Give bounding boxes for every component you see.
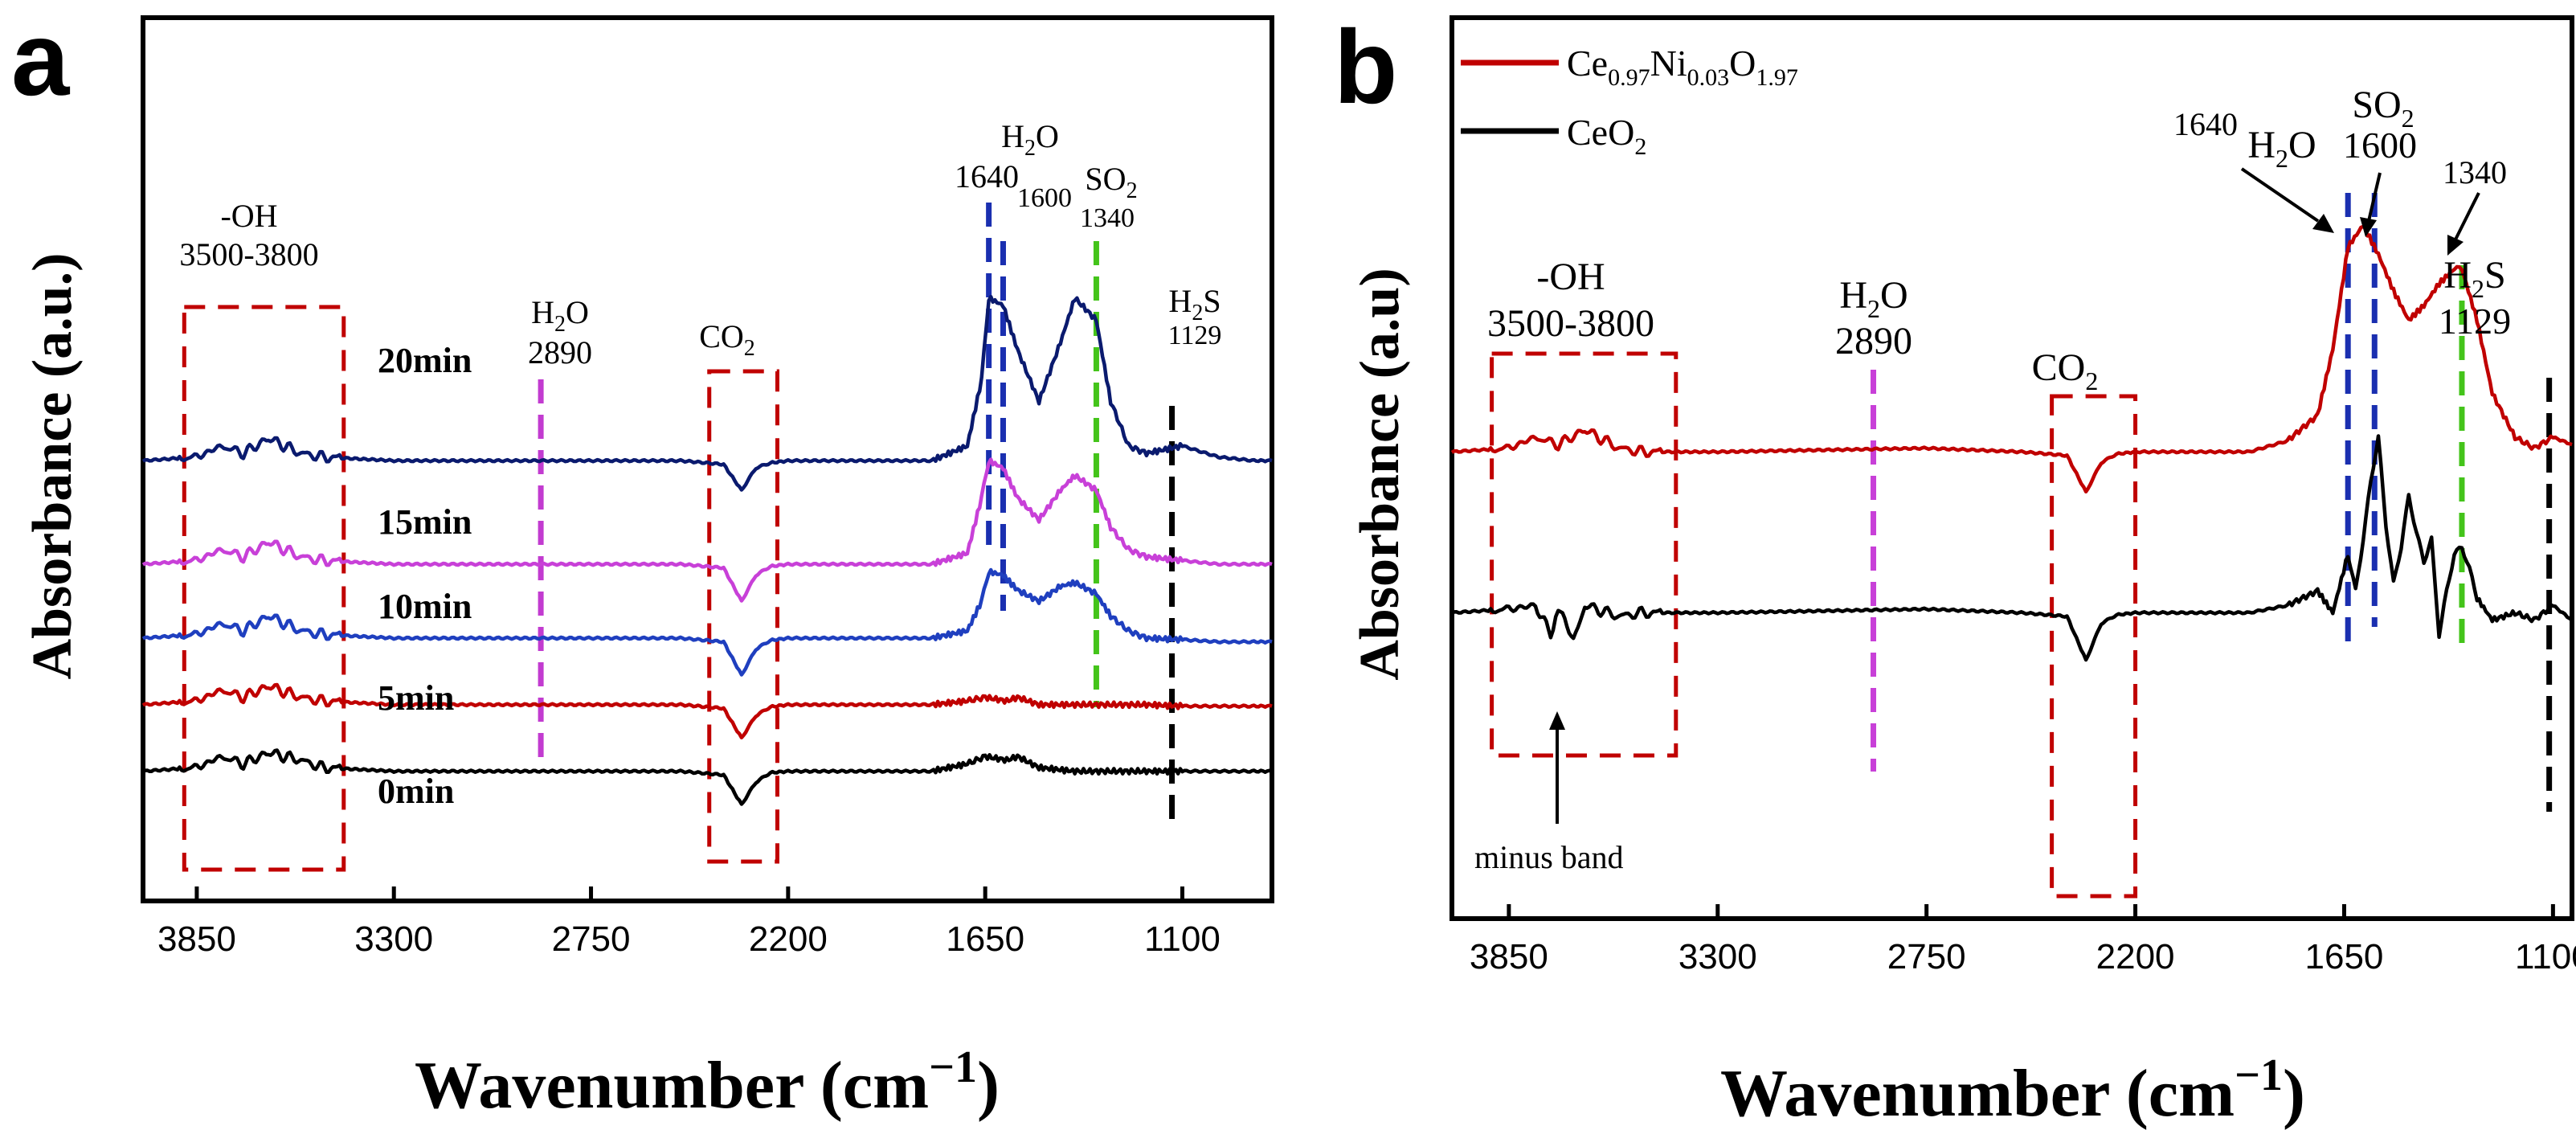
panel-a-xticks: 3850 3300 2750 2200 1650 1100 — [157, 886, 1221, 959]
panel-b-xlabel: Wavenumber (cm−1) — [1720, 1050, 2305, 1130]
a-oh-region-box — [182, 305, 346, 872]
b-oh-label: -OH — [1536, 256, 1605, 298]
a-xtick-label: 1100 — [1144, 919, 1221, 959]
panel-b-legend: Ce0.97Ni0.03O1.97 CeO2 — [1461, 43, 1798, 160]
b-xtick-label: 2200 — [2096, 937, 2175, 976]
a-xtick-label: 3300 — [354, 919, 433, 959]
b-oh-range: 3500-3800 — [1487, 302, 1654, 345]
panel-b-plot-frame — [1450, 15, 2574, 921]
panel-b: b Absorbance (a.u) Wavenumber (cm−1) 385… — [1334, 8, 2576, 1130]
a-1600-value: 1600 — [1017, 183, 1072, 213]
b-h2o-2890-label: H2O — [1839, 274, 1907, 323]
b-h2s-label: H2S — [2443, 254, 2505, 303]
b-co2-region-box — [2050, 394, 2138, 899]
panel-a-ylabel: Absorbance (a.u.) — [22, 253, 84, 680]
a-so2-value: 1340 — [1080, 203, 1135, 233]
b-minus-band: minus band — [1474, 839, 1624, 875]
b-series-ce0-97ni0-03o1-97 — [1450, 224, 2573, 493]
a-h2o-2890-value: 2890 — [528, 334, 592, 371]
b-h2o-2890-value: 2890 — [1835, 320, 1912, 362]
panel-b-peak-markers — [1871, 193, 2553, 812]
panel-a-letter: a — [11, 0, 71, 117]
panel-b-letter: b — [1334, 8, 1397, 125]
a-1640-value: 1640 — [955, 158, 1019, 194]
a-oh-range: 3500-3800 — [179, 236, 318, 272]
b-1600-value: 1600 — [2343, 125, 2417, 166]
a-xtick-label: 2750 — [552, 919, 631, 959]
b-so2-label: SO2 — [2352, 84, 2414, 133]
a-series-10min — [141, 567, 1273, 677]
legend-label-ceo2: CeO2 — [1567, 112, 1646, 160]
panel-b-xticks: 3850 3300 2750 2200 1650 1100 — [1470, 904, 2576, 976]
b-arrow-1340 — [2453, 192, 2480, 242]
time-label-10min: 10min — [378, 587, 472, 626]
a-series-5min — [141, 682, 1273, 739]
b-xtick-label: 1100 — [2515, 937, 2576, 976]
time-label-20min: 20min — [378, 341, 472, 380]
a-series-15min — [141, 457, 1273, 603]
b-1640-value: 1640 — [2173, 106, 2238, 142]
a-xtick-label: 3850 — [157, 919, 236, 959]
b-minus-band-arrowhead — [1549, 711, 1565, 730]
a-h2o-2890-label: H2O — [531, 294, 589, 337]
b-h2s-value: 1129 — [2439, 301, 2511, 342]
panel-b-ylabel: Absorbance (a.u) — [1349, 268, 1411, 680]
b-arrow-1600 — [2367, 172, 2382, 222]
a-h2s-value: 1129 — [1168, 321, 1222, 350]
b-arrowhead-1600 — [2360, 217, 2377, 237]
a-h2s-label: H2S — [1168, 283, 1221, 325]
b-arrowhead-1640 — [2312, 214, 2334, 233]
b-xtick-label: 2750 — [1887, 937, 1966, 976]
a-co2-label: CO2 — [699, 318, 755, 361]
b-xtick-label: 3300 — [1678, 937, 1757, 976]
b-h2o-label: H2O — [2247, 124, 2316, 173]
a-series-20min — [141, 294, 1273, 492]
time-label-15min: 15min — [378, 502, 472, 542]
b-arrowhead-1340 — [2447, 235, 2464, 256]
panel-a: a Absorbance (a.u.) Wavenumber (cm−1) 38… — [11, 0, 1274, 1123]
legend-label-nidoped: Ce0.97Ni0.03O1.97 — [1567, 43, 1798, 91]
b-xtick-label: 1650 — [2305, 937, 2384, 976]
b-1340-value: 1340 — [2443, 154, 2507, 190]
a-so2-label: SO2 — [1085, 161, 1137, 203]
panel-b-traces — [1450, 224, 2574, 662]
b-co2-label: CO2 — [2032, 346, 2099, 395]
panel-a-traces — [141, 294, 1273, 806]
b-oh-region-box — [1490, 351, 1678, 758]
time-label-0min: 0min — [378, 772, 454, 811]
a-series-0min — [141, 748, 1273, 806]
time-label-5min: 5min — [378, 678, 454, 718]
panel-a-region-boxes — [182, 305, 779, 872]
a-oh-label: -OH — [220, 198, 277, 234]
b-arrow-1640 — [2240, 167, 2320, 223]
a-xtick-label: 2200 — [749, 919, 828, 959]
a-h2o-1640-label: H2O — [1001, 118, 1059, 161]
a-xtick-label: 1650 — [946, 919, 1024, 959]
b-xtick-label: 3850 — [1470, 937, 1548, 976]
b-series-ceo2 — [1450, 434, 2574, 662]
a-co2-region-box — [707, 369, 779, 864]
panel-a-xlabel: Wavenumber (cm−1) — [415, 1042, 1000, 1123]
panel-b-region-boxes — [1490, 351, 2138, 899]
